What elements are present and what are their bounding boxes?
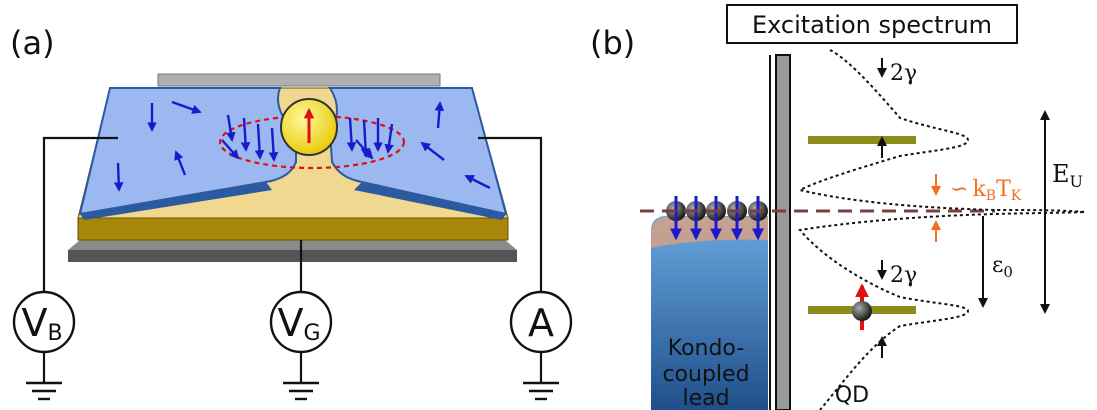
ground-symbols xyxy=(26,381,559,401)
gate-electrode-top xyxy=(68,240,517,250)
spin-arrow xyxy=(221,139,240,160)
ground-icon xyxy=(26,381,62,401)
ammeter: A xyxy=(509,290,573,354)
circuit-wires xyxy=(42,136,543,382)
right-electrode xyxy=(328,87,508,216)
eu-label: EU xyxy=(1052,160,1083,191)
tunnel-barrier xyxy=(775,54,791,410)
spin-arrow xyxy=(384,123,394,154)
spin-arrow xyxy=(174,150,187,176)
gamma-bottom-label: 2γ xyxy=(890,263,917,288)
gate-meter-label: VG xyxy=(277,301,320,346)
left-electrode xyxy=(78,87,297,216)
gate-electrode-side xyxy=(68,250,517,262)
spin-arrow xyxy=(346,117,357,152)
right-electrode-edge xyxy=(354,182,506,220)
spin-arrow xyxy=(113,162,124,192)
spectral-density-curve xyxy=(797,49,1086,410)
left-electrode-edge xyxy=(80,182,272,220)
lead-label-line-2: coupled xyxy=(662,362,749,387)
qd-label: QD xyxy=(835,383,869,408)
kondo-width-label: ∽ kBTK xyxy=(950,177,1022,204)
gate-voltmeter: VG xyxy=(269,290,333,354)
lead-label-line-3: lead xyxy=(682,386,729,410)
upper-level xyxy=(808,136,916,144)
spin-arrow xyxy=(464,174,491,190)
epsilon-label: ε0 xyxy=(992,253,1013,281)
spin-arrow xyxy=(420,141,445,161)
lead-spins xyxy=(113,100,491,192)
spin-arrow xyxy=(240,117,251,152)
spin-arrow xyxy=(254,123,265,160)
spin-arrow xyxy=(355,139,374,160)
bias-wire xyxy=(42,136,118,292)
dot-electron-ball xyxy=(852,301,872,321)
ammeter-label: A xyxy=(528,301,554,345)
dot-electron xyxy=(852,283,872,330)
gamma-top-label: 2γ xyxy=(890,61,917,86)
kondo-lead xyxy=(651,216,768,410)
lead-label-line-1: Kondo- xyxy=(668,336,745,361)
ground-icon xyxy=(283,381,319,401)
back-strip xyxy=(157,73,441,87)
spin-arrow xyxy=(268,127,279,162)
ground-icon xyxy=(523,381,559,401)
spectrum-title: Excitation spectrum xyxy=(752,11,992,39)
panel-a-label: (a) xyxy=(10,24,55,62)
substrate-side xyxy=(77,217,509,241)
spectrum-title-box: Excitation spectrum xyxy=(726,4,1018,44)
bias-meter-label: VB xyxy=(21,301,62,346)
bias-voltmeter: VB xyxy=(12,290,76,354)
spin-arrow xyxy=(434,101,445,129)
panel-b-label: (b) xyxy=(590,24,635,62)
current-wire xyxy=(478,136,543,292)
spin-arrow xyxy=(226,114,236,142)
spin-arrow xyxy=(171,100,202,114)
device-schematic xyxy=(68,73,517,262)
